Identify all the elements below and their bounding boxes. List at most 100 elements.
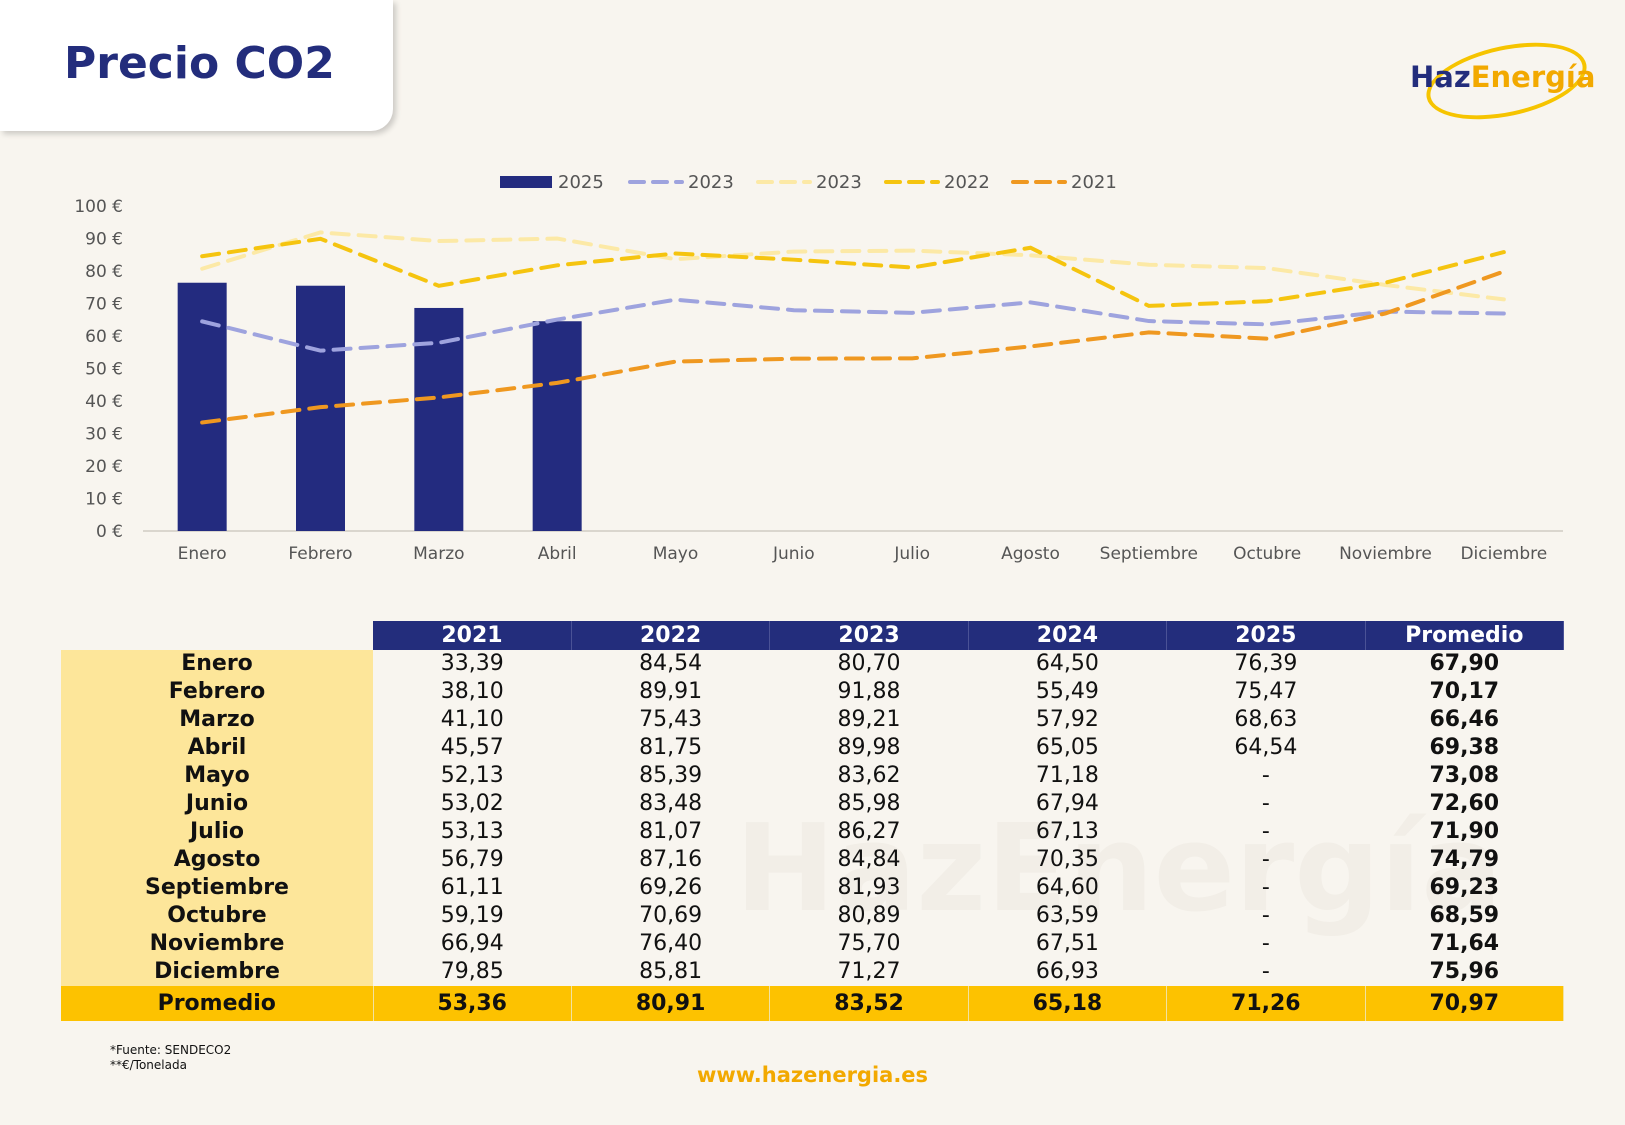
- table-cell: 64,54: [1234, 735, 1298, 760]
- table-cell: 85,39: [639, 763, 703, 788]
- table-cell: 83,62: [837, 763, 901, 788]
- table-cell: 59,19: [440, 903, 504, 928]
- x-tick-label: Julio: [893, 544, 930, 564]
- row-month-label: Septiembre: [61, 874, 373, 902]
- total-cell: 80,91: [571, 986, 771, 1021]
- table-cell: -: [1261, 931, 1270, 956]
- table-cell: -: [1261, 819, 1270, 844]
- total-row-label: Promedio: [61, 986, 374, 1021]
- table-cell: 67,51: [1035, 931, 1099, 956]
- x-tick-label: Mayo: [653, 544, 699, 564]
- row-month-label: Junio: [61, 790, 373, 818]
- row-month-label: Mayo: [61, 762, 373, 790]
- table-cell: -: [1261, 875, 1270, 900]
- website-link[interactable]: www.hazenergia.es: [696, 1063, 929, 1087]
- logo-text-energia: Energía: [1470, 60, 1596, 94]
- table-cell: 89,98: [837, 735, 901, 760]
- y-tick-label: 30 €: [85, 425, 123, 445]
- table-cell: 63,59: [1035, 903, 1099, 928]
- y-tick-label: 90 €: [85, 230, 123, 250]
- table-cell: 79,85: [440, 959, 504, 984]
- line-series-2023: [200, 297, 1506, 353]
- total-cell: 53,36: [373, 986, 572, 1021]
- table-header-cell: 2023: [769, 621, 969, 650]
- y-tick-label: 10 €: [85, 490, 123, 510]
- total-average-cell: 70,97: [1365, 986, 1565, 1021]
- row-average-cell: 71,90: [1429, 819, 1500, 844]
- table-cell: 67,13: [1035, 819, 1099, 844]
- table-cell: 75,47: [1234, 679, 1298, 704]
- table-cell: 89,91: [639, 679, 703, 704]
- legend-label: 2021: [1071, 172, 1117, 193]
- table-cell: 76,40: [639, 931, 703, 956]
- table-cell: 83,48: [639, 791, 703, 816]
- y-tick-label: 60 €: [85, 327, 123, 347]
- table-cell: 70,69: [639, 903, 703, 928]
- table-cell: 41,10: [440, 707, 504, 732]
- table-cell: 33,39: [440, 651, 504, 676]
- x-tick-label: Enero: [178, 544, 227, 564]
- line-series-2023: [200, 230, 1506, 302]
- table-row: Agosto 56,79 87,16 84,84 70,35 - 74,79: [61, 846, 1564, 874]
- table-cell: 84,54: [639, 651, 703, 676]
- x-tick-label: Marzo: [413, 544, 464, 564]
- total-cell: 71,26: [1166, 986, 1366, 1021]
- total-cell: 83,52: [769, 986, 969, 1021]
- price-table: 2021 2022 2023 2024 2025 Promedio Enero 33,39 8…: [61, 621, 1565, 1021]
- co2-price-chart: 0 € 10 € 20 € 30 € 40 € 50 € 60 € 70 € 80 € 90 € 1…: [74, 172, 1563, 564]
- table-cell: 66,94: [440, 931, 504, 956]
- table-cell: 85,81: [639, 959, 703, 984]
- table-cell: -: [1261, 959, 1270, 984]
- table-row: Marzo 41,10 75,43 89,21 57,92 68,63 66,46: [61, 706, 1564, 734]
- table-row: Diciembre 79,85 85,81 71,27 66,93 - 75,96: [61, 958, 1564, 986]
- title-card: Precio CO2: [0, 0, 393, 131]
- row-average-cell: 75,96: [1429, 959, 1500, 984]
- row-month-label: Abril: [61, 734, 373, 762]
- table-cell: 81,75: [639, 735, 703, 760]
- table-header-blank: [61, 621, 373, 650]
- table-cell: 84,84: [837, 847, 901, 872]
- hazenergia-logo: HazEnergía: [1405, 29, 1595, 133]
- table-cell: 76,39: [1234, 651, 1298, 676]
- row-month-label: Enero: [61, 650, 373, 678]
- row-month-label: Febrero: [61, 678, 373, 706]
- table-cell: 75,70: [837, 931, 901, 956]
- table-cell: 89,21: [837, 707, 901, 732]
- row-month-label: Noviembre: [61, 930, 373, 958]
- table-cell: 86,27: [837, 819, 901, 844]
- table-cell: 38,10: [440, 679, 504, 704]
- table-row: Julio 53,13 81,07 86,27 67,13 - 71,90: [61, 818, 1564, 846]
- row-average-cell: 71,64: [1429, 931, 1500, 956]
- x-tick-label: Diciembre: [1460, 544, 1547, 564]
- table-cell: 85,98: [837, 791, 901, 816]
- row-average-cell: 68,59: [1429, 903, 1500, 928]
- table-cell: 53,13: [440, 819, 504, 844]
- table-cell: -: [1261, 791, 1270, 816]
- line-series-2021: [200, 269, 1506, 425]
- x-tick-label: Agosto: [1001, 544, 1060, 564]
- table-cell: 68,63: [1234, 707, 1298, 732]
- table-row: Septiembre 61,11 69,26 81,93 64,60 - 69,23: [61, 874, 1564, 902]
- table-row: Noviembre 66,94 76,40 75,70 67,51 - 71,64: [61, 930, 1564, 958]
- table-header-cell: 2021: [373, 621, 572, 650]
- x-tick-label: Octubre: [1233, 544, 1301, 564]
- y-tick-label: 0 €: [96, 522, 123, 542]
- row-average-cell: 70,17: [1429, 679, 1500, 704]
- x-tick-label: Septiembre: [1100, 544, 1198, 564]
- x-tick-label: Noviembre: [1339, 544, 1432, 564]
- table-cell: 53,02: [440, 791, 504, 816]
- table-cell: 81,07: [639, 819, 703, 844]
- table-cell: -: [1261, 847, 1270, 872]
- table-header-row: 2021 2022 2023 2024 2025 Promedio: [61, 621, 1565, 650]
- row-month-label: Octubre: [61, 902, 373, 930]
- logo-text-haz: Haz: [1410, 60, 1471, 94]
- table-cell: 65,05: [1035, 735, 1099, 760]
- y-tick-label: 20 €: [85, 457, 123, 477]
- page-title: Precio CO2: [64, 38, 335, 89]
- table-cell: 71,18: [1035, 763, 1099, 788]
- table-cell: 45,57: [440, 735, 504, 760]
- table-cell: 69,26: [639, 875, 703, 900]
- table-row: Junio 53,02 83,48 85,98 67,94 - 72,60: [61, 790, 1564, 818]
- table-row: Abril 45,57 81,75 89,98 65,05 64,54 69,38: [61, 734, 1564, 762]
- row-month-label: Julio: [61, 818, 373, 846]
